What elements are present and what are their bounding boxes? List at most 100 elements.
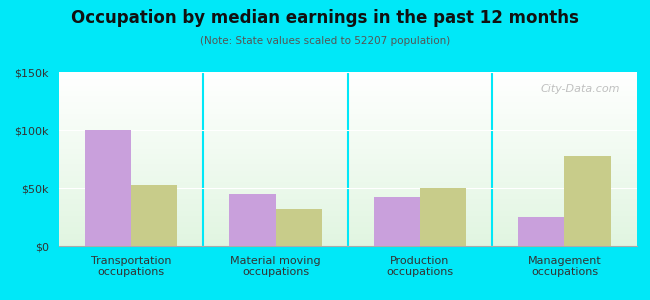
Bar [58,136,637,138]
Bar [58,208,637,209]
Bar [564,155,611,246]
Bar [58,215,637,216]
Bar [58,192,637,194]
Bar [58,143,637,145]
Bar [58,110,637,112]
Bar [58,72,637,74]
Bar [58,133,637,135]
Bar [58,232,637,234]
Bar [84,130,131,246]
Bar [58,166,637,168]
Bar [58,234,637,236]
Bar [58,224,637,225]
Bar [58,229,637,230]
Text: (Note: State values scaled to 52207 population): (Note: State values scaled to 52207 popu… [200,36,450,46]
Bar [58,138,637,140]
Bar [58,121,637,122]
Bar [58,107,637,109]
Bar [58,102,637,103]
Bar [58,201,637,203]
Bar [58,220,637,222]
Bar [58,100,637,102]
Bar [58,150,637,152]
Bar [58,77,637,79]
Bar [58,213,637,215]
Bar [58,81,637,82]
Bar [58,82,637,84]
Bar [58,211,637,213]
Bar [58,76,637,77]
Bar [58,112,637,114]
Bar [58,164,637,166]
Bar [58,218,637,220]
Bar [58,135,637,137]
Bar [518,217,564,246]
Bar [58,131,637,133]
Text: Occupation by median earnings in the past 12 months: Occupation by median earnings in the pas… [71,9,579,27]
Bar [58,169,637,171]
Bar [58,109,637,110]
Bar [58,216,637,218]
Bar [58,204,637,206]
Bar [58,244,637,246]
Bar [58,89,637,91]
Bar [58,105,637,107]
Bar [58,96,637,98]
Bar [58,236,637,237]
Bar [58,225,637,227]
Bar [58,159,637,161]
Bar [58,222,637,224]
Bar [58,230,637,232]
Bar [58,178,637,180]
Bar [58,152,637,154]
Bar [58,242,637,244]
Bar [58,239,637,241]
Bar [58,183,637,185]
Bar [58,168,637,169]
Bar [58,209,637,211]
Bar [58,202,637,204]
Bar [58,91,637,93]
Bar [131,184,177,246]
Bar [58,114,637,116]
Bar [58,161,637,163]
Bar [58,142,637,143]
Bar [58,175,637,176]
Bar [58,155,637,157]
Bar [58,241,637,242]
Bar [58,116,637,117]
Bar [58,147,637,148]
Bar [58,237,637,239]
Bar [58,74,637,76]
Bar [58,173,637,175]
Bar [58,124,637,126]
Bar [58,206,637,208]
Bar [58,157,637,159]
Bar [58,182,637,183]
Bar [58,197,637,199]
Bar [58,88,637,89]
Text: City-Data.com: City-Data.com [540,84,619,94]
Bar [58,86,637,88]
Bar [58,196,637,197]
Bar [58,98,637,100]
Bar [58,227,637,229]
Bar [374,197,420,246]
Bar [58,176,637,178]
Bar [58,119,637,121]
Bar [58,94,637,96]
Bar [58,122,637,124]
Bar [58,126,637,128]
Bar [276,209,322,246]
Bar [58,194,637,196]
Bar [58,163,637,164]
Bar [58,199,637,201]
Bar [58,148,637,150]
Bar [58,180,637,182]
Bar [58,189,637,190]
Bar [58,103,637,105]
Bar [229,194,276,246]
Bar [58,128,637,129]
Bar [58,190,637,192]
Bar [58,79,637,81]
